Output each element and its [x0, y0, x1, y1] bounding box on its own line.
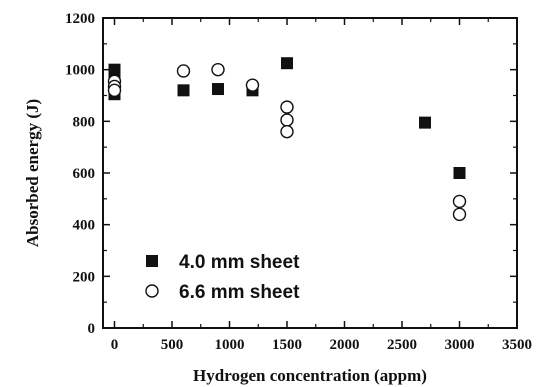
data-point-circle — [280, 113, 294, 127]
data-point-square — [177, 84, 190, 97]
legend-label: 4.0 mm sheet — [179, 252, 300, 273]
data-point-circle — [176, 64, 191, 78]
x-tick-label: 500 — [161, 337, 184, 353]
legend-marker — [145, 284, 159, 298]
x-tick-label: 3000 — [445, 337, 475, 353]
x-tick-label: 2000 — [330, 337, 360, 353]
y-axis-title: Absorbed energy (J) — [23, 99, 42, 247]
x-tick-label: 2500 — [387, 337, 417, 353]
y-tick-label: 0 — [88, 321, 96, 337]
data-point-circle — [452, 194, 467, 209]
y-tick-label: 600 — [73, 166, 96, 182]
data-point-square — [108, 63, 121, 76]
data-point-circle — [452, 207, 467, 222]
x-tick-label: 0 — [111, 337, 119, 353]
x-axis-title: Hydrogen concentration (appm) — [193, 366, 427, 385]
y-tick-label: 1200 — [65, 11, 95, 27]
data-point-circle — [280, 100, 294, 114]
x-tick-label: 3500 — [502, 337, 532, 353]
axes: 0 500 1000 1500 2000 2500 3000 3500 0 200 400 600 80… — [65, 11, 532, 353]
legend-label: 6.6 mm sheet — [179, 282, 300, 303]
data-point-square — [212, 83, 224, 96]
data-point-circle — [107, 83, 122, 98]
y-tick-label: 800 — [73, 114, 96, 130]
data-point-circle — [280, 124, 294, 139]
y-tick-label: 200 — [73, 269, 96, 285]
data-point-square — [419, 116, 431, 129]
x-tick-label: 1500 — [272, 337, 302, 353]
data-point-square — [453, 167, 466, 179]
data-point-circle — [211, 62, 225, 77]
y-tick-label: 400 — [73, 218, 96, 234]
x-tick-label: 1000 — [215, 337, 245, 353]
y-tick-label: 1000 — [65, 63, 95, 79]
data-points — [107, 57, 467, 222]
data-point-circle — [245, 78, 260, 92]
legend-marker — [146, 255, 158, 267]
legend: 4.0 mm sheet 6.6 mm sheet — [145, 252, 300, 303]
data-point-square — [281, 57, 293, 70]
